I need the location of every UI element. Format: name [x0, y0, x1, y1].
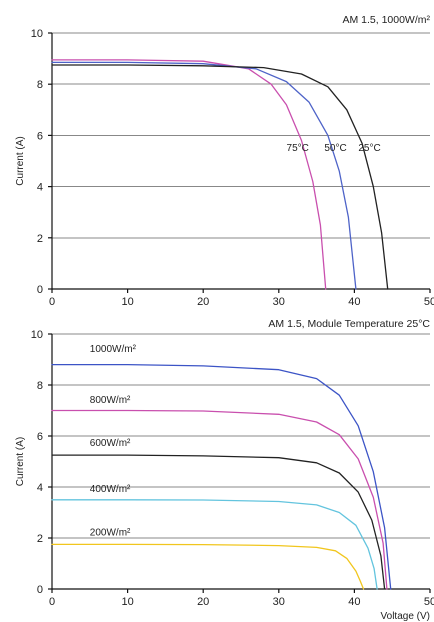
y-tick-label: 4 [37, 182, 43, 194]
y-tick-label: 2 [37, 533, 43, 545]
series-line [51, 454, 386, 590]
x-tick-label: 0 [49, 596, 55, 608]
x-tick-label: 10 [121, 296, 133, 308]
y-tick-label: 0 [37, 284, 43, 296]
x-tick-label: 40 [348, 596, 360, 608]
y-tick-label: 6 [37, 130, 43, 142]
series-line [51, 543, 365, 590]
series-line [51, 363, 392, 590]
y-tick-label: 4 [37, 482, 43, 494]
plot-area [52, 33, 430, 289]
x-tick-label: 50 [424, 296, 434, 308]
series-label: 600W/m² [90, 438, 131, 449]
series-line [51, 409, 388, 590]
plot-area [52, 334, 430, 589]
irradiance-iv-chart: 0 2 4 6 8 10 0 10 20 30 40 50 AM 1.5, Module Tempera… [15, 318, 434, 622]
x-tick-label: 20 [197, 296, 209, 308]
x-tick-label: 20 [197, 596, 209, 608]
y-tick-label: 10 [31, 28, 43, 40]
x-tick-label: 0 [49, 296, 55, 308]
x-tick-label: 40 [348, 296, 360, 308]
y-tick-label: 0 [37, 584, 43, 596]
series-label: 400W/m² [90, 484, 131, 495]
chart-title: AM 1.5, 1000W/m² [342, 14, 430, 26]
temperature-label: 25°C [358, 143, 380, 154]
y-tick-label: 8 [37, 380, 43, 392]
y-tick-label: 2 [37, 233, 43, 245]
series-line [51, 61, 357, 290]
x-tick-label: 30 [273, 596, 285, 608]
chart-title: AM 1.5, Module Temperature 25°C [268, 318, 430, 330]
series-line [51, 59, 327, 290]
y-axis-label: Current (A) [15, 437, 26, 486]
series-label: 800W/m² [90, 395, 131, 406]
y-tick-label: 8 [37, 79, 43, 91]
series-label: 200W/m² [90, 527, 131, 538]
y-tick-label: 6 [37, 431, 43, 443]
x-axis-label: Voltage (V) [381, 611, 430, 622]
y-tick-label: 10 [31, 329, 43, 341]
x-tick-label: 10 [121, 596, 133, 608]
y-axis-label: Current (A) [15, 136, 26, 185]
series-line [51, 64, 389, 290]
temperature-label: 75°C [287, 143, 309, 154]
x-tick-label: 30 [273, 296, 285, 308]
x-tick-label: 50 [424, 596, 434, 608]
series-line [51, 499, 378, 590]
temperature-label: 50°C [324, 143, 346, 154]
temperature-iv-chart: 0 2 4 6 8 10 0 10 20 30 40 50 AM 1.5, 1000W/m² Curren… [15, 14, 434, 308]
series-label: 1000W/m² [90, 344, 137, 355]
